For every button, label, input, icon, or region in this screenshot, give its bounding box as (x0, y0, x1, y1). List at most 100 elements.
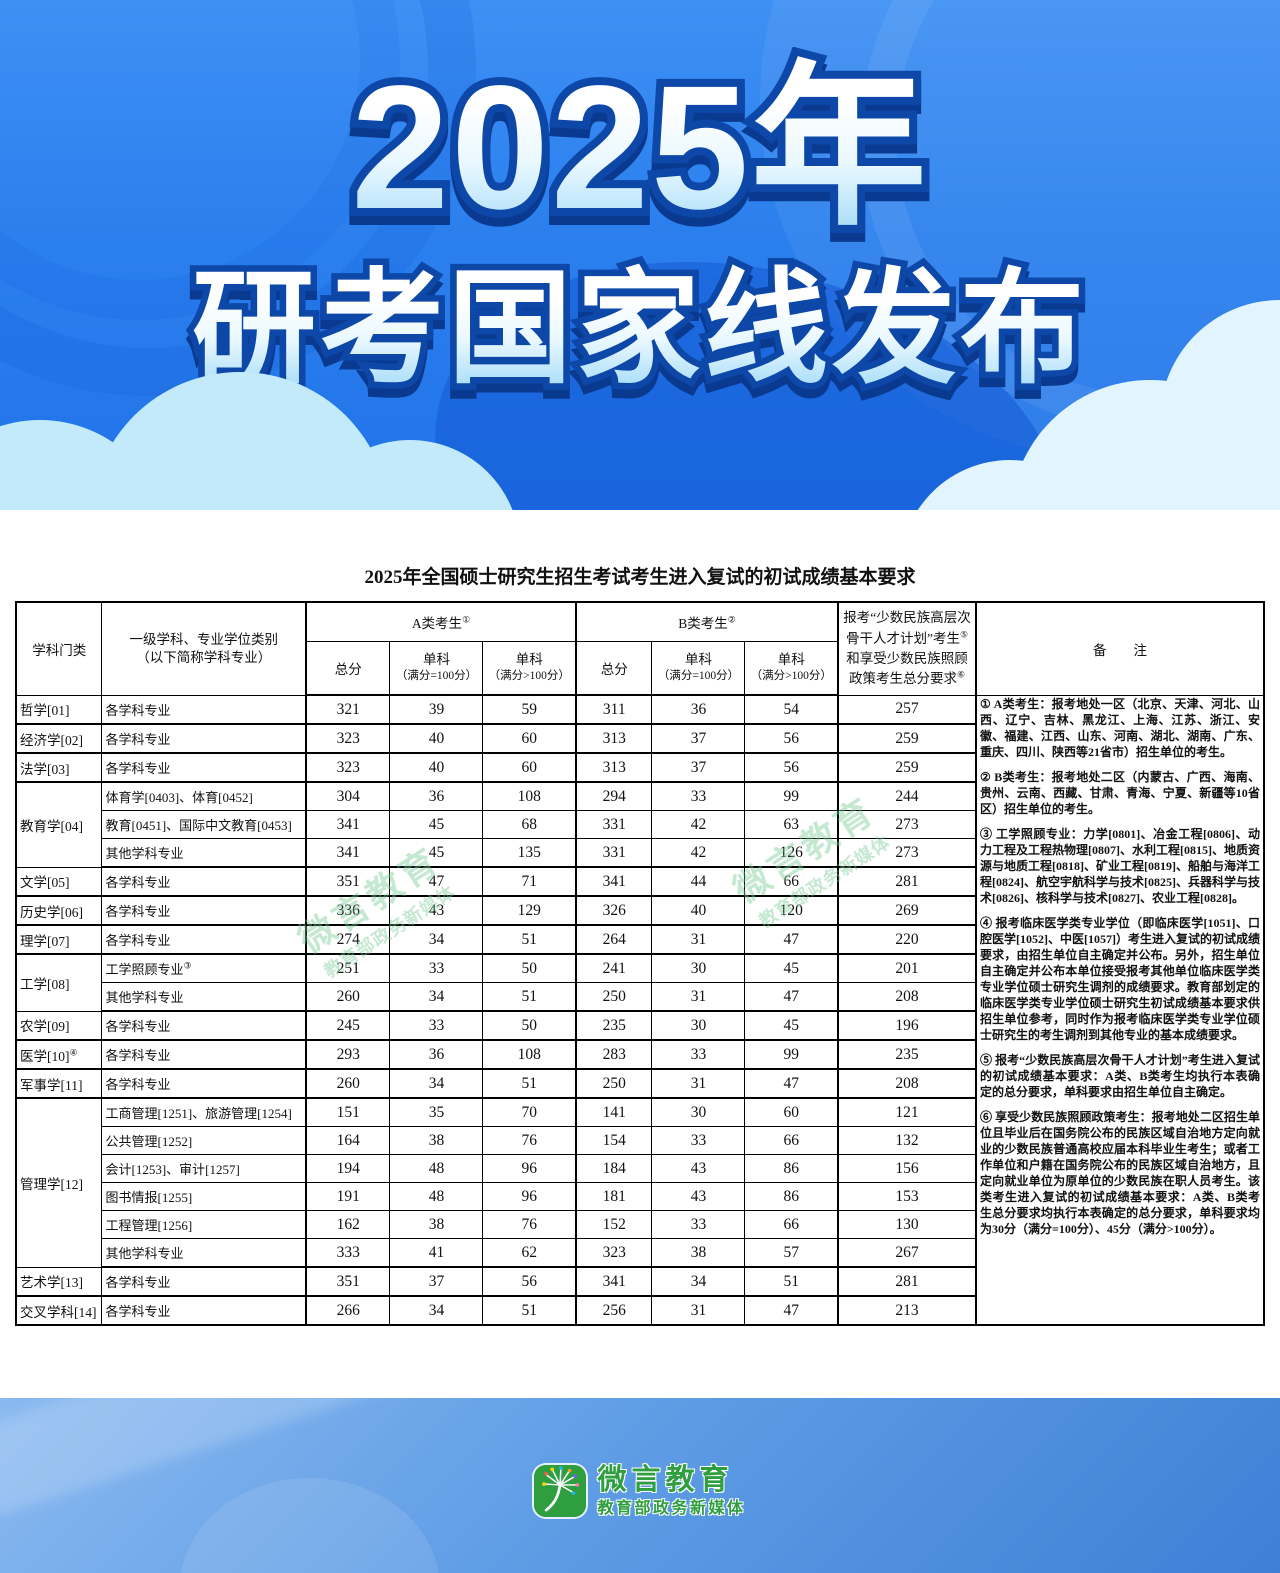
score-cell: 57 (744, 1238, 839, 1268)
col-header-b-single-100: 单科 （满分=100分） (651, 641, 746, 696)
score-cell: 257 (837, 694, 977, 725)
score-cell: 266 (304, 1295, 391, 1326)
footnote-ref-2: ② (727, 615, 736, 626)
score-cell: 256 (574, 1295, 653, 1326)
table-row: 理学[07] 各学科专业 274 34 51 264 31 47 220 (15, 924, 1264, 955)
category-cell: 文学[05] (15, 866, 103, 897)
table-row: 其他学科专业 341 45 135 331 42 126 273 (16, 838, 1264, 868)
table-row: 公共管理[1252] 164 38 76 154 33 66 132 (16, 1126, 1264, 1155)
score-cell: 151 (304, 1097, 391, 1127)
brand-subtitle: 教育部政务新媒体 (597, 1500, 746, 1518)
score-cell: 60 (744, 1097, 839, 1127)
table-row: 工程管理[1256] 162 38 76 152 33 66 130 (16, 1210, 1264, 1239)
score-cell: 264 (574, 924, 653, 955)
score-cell: 259 (837, 723, 977, 754)
score-cell: 37 (389, 1266, 484, 1297)
score-cell: 30 (651, 953, 746, 983)
score-cell: 181 (574, 1182, 653, 1211)
score-cell: 333 (304, 1238, 391, 1268)
table-row: 工学[08] 工学照顾专业③ 251 33 50 241 30 45 201 (15, 953, 1264, 1012)
score-cell: 38 (389, 1126, 484, 1155)
score-cell: 86 (744, 1154, 839, 1183)
score-cell: 341 (304, 810, 391, 839)
banner-year-title: 2025年 2025年 (0, 43, 1280, 252)
table-row: 艺术学[13] 各学科专业 351 37 56 341 34 51 281 (15, 1266, 1264, 1297)
score-cell: 241 (574, 953, 653, 983)
banner: 2025年 2025年 研考国家线发布 研考国家线发布 (0, 0, 1280, 510)
footnote-ref-4: ④ (69, 1048, 78, 1058)
table-row: 哲学[01] 各学科专业 321 39 59 311 36 54 257 ① A… (15, 694, 1265, 1326)
score-cell: 33 (651, 1210, 746, 1239)
score-cell: 184 (574, 1154, 653, 1183)
score-cell: 51 (744, 1266, 839, 1297)
header-row-1: 学科门类 一级学科、专业学位类别 （以下简称学科专业） A类考生① B类考生② … (15, 601, 1265, 696)
remark-4: ④ 报考临床医学类专业学位（即临床医学[1051]、口腔医学[1052]、中医[… (980, 915, 1260, 1042)
discipline-cell: 各学科专业 (101, 1266, 307, 1297)
discipline-cell: 各学科专业 (101, 1039, 307, 1070)
score-cell: 259 (837, 752, 977, 783)
score-cell: 38 (651, 1238, 746, 1268)
score-cell: 33 (389, 1010, 484, 1041)
banner-headline-outline: 研考国家线发布 (185, 252, 1090, 407)
col-header-category: 学科门类 (15, 601, 103, 696)
score-cell: 336 (304, 895, 391, 926)
discipline-cell: 会计[1253]、审计[1257] (101, 1154, 307, 1183)
score-cell: 47 (744, 982, 839, 1012)
score-cell: 38 (389, 1210, 484, 1239)
score-cell: 36 (389, 1039, 484, 1070)
category-cell: 艺术学[13] (15, 1266, 103, 1297)
score-cell: 43 (651, 1182, 746, 1211)
remark-6: ⑥ 享受少数民族照顾政策考生：报考地处二区招生单位且毕业后在国务院公布的民族区域… (980, 1109, 1260, 1236)
score-cell: 54 (744, 694, 839, 725)
score-cell: 120 (744, 895, 839, 926)
score-cell: 260 (304, 982, 391, 1012)
score-cell: 126 (744, 838, 839, 868)
brand-name: 微言教育 (597, 1464, 734, 1496)
score-cell: 60 (482, 752, 577, 783)
score-cell: 132 (837, 1126, 977, 1155)
score-cell: 40 (389, 752, 484, 783)
col-header-group-a: A类考生① (304, 601, 577, 642)
table-section: 2025年全国硕士研究生招生考试考生进入复试的初试成绩基本要求 学科门类 一级学… (0, 510, 1280, 1398)
score-cell: 121 (837, 1097, 977, 1127)
score-cell: 33 (651, 781, 746, 811)
table-row: 其他学科专业 260 34 51 250 31 47 208 (16, 982, 1264, 1012)
footnote-ref-5: ⑤ (959, 630, 969, 640)
banner-headline-text: 研考国家线发布 (191, 260, 1088, 398)
score-cell: 59 (482, 694, 577, 725)
discipline-cell: 体育学[0403]、体育[0452] (101, 781, 307, 811)
score-cell: 45 (744, 1010, 839, 1041)
header-row-2: 总分 单科 （满分=100分） 单科 （满分>100分） 总分 单科 （满分=1… (16, 641, 1264, 696)
discipline-cell: 各学科专业 (101, 924, 307, 955)
table-row: 军事学[11] 各学科专业 260 34 51 250 31 47 208 (15, 1068, 1264, 1099)
score-cell: 313 (574, 752, 653, 783)
footer: 微言教育 教育部政务新媒体 (0, 1398, 1280, 1573)
score-cell: 51 (482, 924, 577, 955)
score-cell: 37 (651, 723, 746, 754)
score-cell: 60 (482, 723, 577, 754)
table-row: 其他学科专业 333 41 62 323 38 57 267 (16, 1238, 1264, 1268)
score-cell: 66 (744, 1126, 839, 1155)
discipline-cell: 各学科专业 (101, 1295, 307, 1326)
score-cell: 194 (304, 1154, 391, 1183)
score-cell: 135 (482, 838, 577, 868)
score-cell: 71 (482, 866, 577, 897)
col-header-b-total: 总分 (574, 641, 653, 696)
score-table: 学科门类 一级学科、专业学位类别 （以下简称学科专业） A类考生① B类考生② … (14, 601, 1265, 1326)
score-cell: 56 (744, 752, 839, 783)
discipline-cell: 图书情报[1255] (101, 1182, 307, 1211)
score-cell: 341 (574, 1266, 653, 1297)
category-cell: 管理学[12] (15, 1097, 103, 1268)
score-cell: 47 (744, 1295, 839, 1326)
score-cell: 31 (651, 1068, 746, 1099)
category-cell: 工学[08] (15, 953, 103, 1012)
discipline-cell: 其他学科专业 (101, 838, 307, 868)
score-cell: 201 (837, 953, 977, 983)
score-cell: 323 (304, 723, 391, 754)
score-cell: 304 (304, 781, 391, 811)
score-cell: 108 (482, 1039, 577, 1070)
score-cell: 323 (574, 1238, 653, 1268)
score-cell: 244 (837, 781, 977, 811)
score-cell: 273 (837, 838, 977, 868)
